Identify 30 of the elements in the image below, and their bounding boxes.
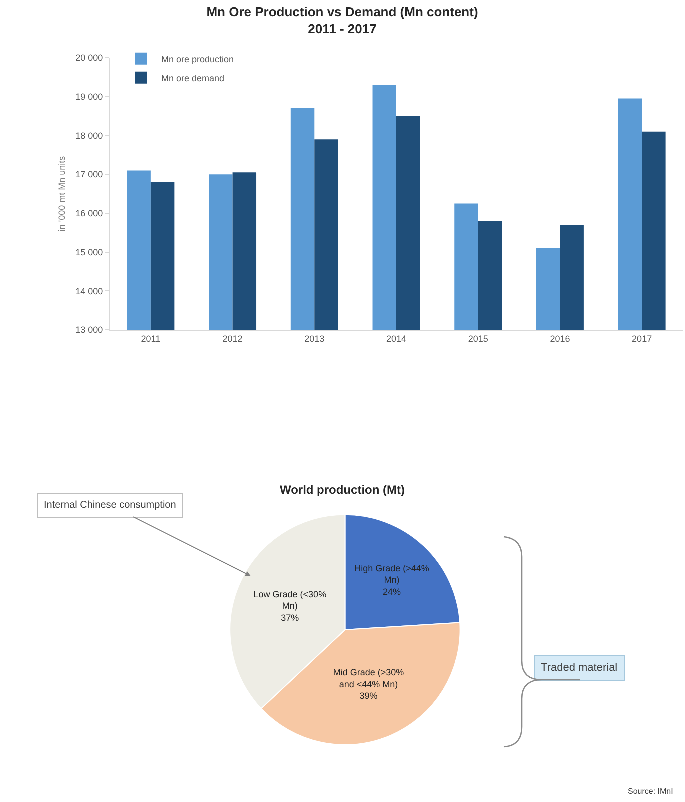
y-tick-label: 20 000 — [76, 53, 104, 64]
data-label: 37% — [281, 612, 300, 623]
legend-label: Mn ore demand — [161, 73, 225, 84]
x-tick-label: 2015 — [468, 334, 488, 344]
y-tick-label: 17 000 — [76, 170, 104, 180]
y-tick-label: 18 000 — [76, 130, 104, 141]
slice-label: Mid Grade (>30% and <44% Mn) — [333, 668, 404, 690]
chart-title: Mn Ore Production vs Demand (Mn content) — [206, 4, 478, 20]
data-label: 24% — [382, 586, 402, 597]
x-tick-label: 2012 — [222, 334, 243, 344]
y-tick-label: 14 000 — [76, 286, 104, 296]
text: Traded material — [541, 662, 618, 674]
y-tick-label: 15 000 — [76, 247, 104, 258]
source-note: Source: IMnI — [628, 787, 674, 796]
legend-label: Mn ore production — [161, 54, 234, 64]
y-tick-label: 13 000 — [76, 325, 104, 336]
x-tick-label: 2017 — [632, 334, 652, 344]
y-tick-label: 16 000 — [76, 208, 104, 219]
y-tick-label: 19 000 — [76, 92, 104, 102]
y-axis-title: in '000 mt Mn units — [57, 156, 68, 232]
x-tick-label: 2013 — [304, 334, 325, 344]
slice-label: High Grade (>44% Mn) — [354, 563, 430, 586]
x-tick-label: 2014 — [386, 334, 407, 344]
x-tick-label: 2016 — [550, 334, 570, 344]
chart-subtitle: 2011 - 2017 — [308, 22, 377, 37]
text: Internal Chinese consumption — [44, 500, 176, 511]
slice-label: Low Grade (<30% Mn) — [254, 589, 327, 612]
data-label: 39% — [360, 691, 378, 702]
x-tick-label: 2011 — [141, 334, 161, 344]
chart-title: World production (Mt) — [280, 483, 406, 498]
